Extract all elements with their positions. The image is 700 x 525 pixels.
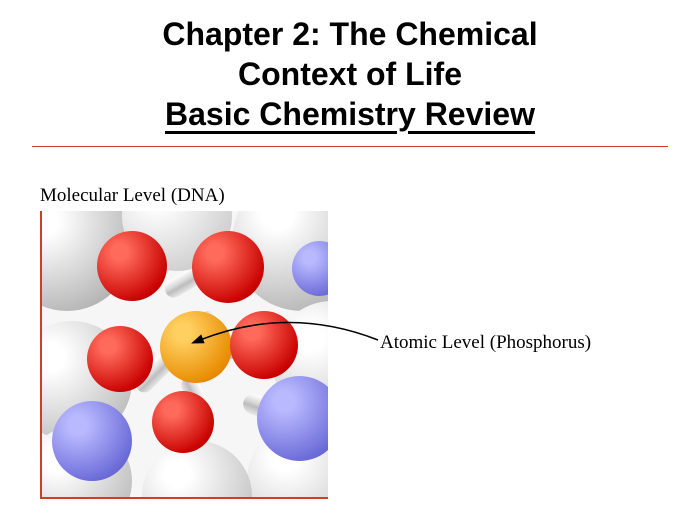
- atom-sphere: [87, 326, 153, 392]
- atom-sphere: [152, 391, 214, 453]
- caption-molecular-level: Molecular Level (DNA): [40, 185, 328, 207]
- title-divider: [32, 146, 668, 147]
- title-line-2: Context of Life: [0, 54, 700, 94]
- slide-title: Chapter 2: The Chemical Context of Life …: [0, 0, 700, 134]
- atom-sphere: [192, 231, 264, 303]
- title-line-1: Chapter 2: The Chemical: [0, 14, 700, 54]
- pointer-arrow: [200, 300, 400, 380]
- caption-atomic-level: Atomic Level (Phosphorus): [380, 332, 591, 354]
- title-line-3: Basic Chemistry Review: [0, 94, 700, 134]
- atom-sphere: [97, 231, 167, 301]
- atom-sphere: [52, 401, 132, 481]
- atom-sphere: [142, 441, 252, 499]
